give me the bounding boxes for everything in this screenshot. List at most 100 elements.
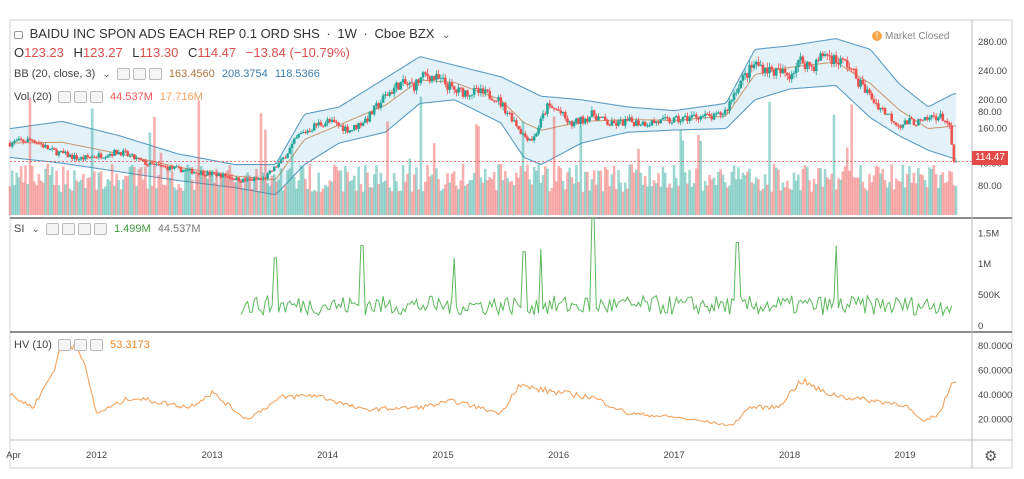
hv-label[interactable]: HV (10): [14, 339, 52, 351]
volume-bar: [790, 189, 794, 215]
close-icon[interactable]: [77, 223, 91, 236]
candle-body: [579, 116, 583, 125]
volume-bar: [552, 116, 556, 215]
volume-bar: [885, 187, 889, 215]
vol-label[interactable]: Vol (20): [14, 91, 52, 103]
volume-bar: [839, 179, 842, 215]
candle-body: [694, 114, 698, 118]
candle-body: [228, 176, 232, 179]
candle-body: [375, 103, 378, 106]
candle-body: [803, 63, 807, 70]
candle-body: [857, 78, 860, 87]
candle-body: [843, 59, 847, 61]
candle-body: [366, 118, 369, 122]
volume-bar: [692, 182, 696, 215]
candle-body: [663, 117, 667, 119]
symbol-dropdown-icon[interactable]: [14, 30, 23, 39]
candle-body: [726, 109, 729, 111]
settings-icon[interactable]: [73, 91, 87, 104]
candle-body: [674, 116, 678, 118]
candle-body: [539, 118, 543, 128]
volume-bar: [872, 175, 876, 215]
si-legend[interactable]: SI ⌄ 1.499M 44.537M: [14, 223, 201, 236]
candle-body: [110, 153, 114, 156]
candle-body: [863, 84, 867, 93]
eye-icon[interactable]: [57, 339, 71, 352]
candle-body: [241, 178, 245, 183]
candle-body: [53, 147, 56, 150]
volume-bar: [781, 182, 785, 215]
volume-bar: [828, 179, 831, 215]
vol-legend[interactable]: Vol (20) 44.537M 17.716M: [14, 91, 203, 104]
volume-bar: [606, 169, 609, 215]
volume-bar: [917, 167, 920, 215]
candle-body: [941, 113, 945, 121]
si-value-1: 1.499M: [113, 223, 151, 235]
volume-bar: [663, 172, 667, 215]
eye-icon[interactable]: [45, 223, 59, 236]
volume-bar: [768, 101, 771, 215]
bb-legend[interactable]: BB (20, close, 3) ⌄ 163.4560 208.3754 11…: [14, 68, 320, 81]
volume-bar: [219, 174, 223, 215]
bb-label[interactable]: BB (20, close, 3): [14, 68, 96, 80]
close-icon[interactable]: [89, 339, 103, 352]
candle-body: [130, 154, 134, 156]
volume-bar: [306, 188, 309, 215]
volume-bar: [186, 164, 189, 215]
candle-body: [221, 173, 225, 178]
volume-bar: [950, 172, 953, 215]
price-tick-label: 200.00: [978, 95, 1007, 106]
volume-bar: [495, 190, 498, 215]
settings-icon[interactable]: [132, 68, 146, 81]
volume-bar: [370, 187, 374, 215]
candle-body: [865, 89, 869, 93]
price-tick-label: 160.00: [978, 124, 1007, 135]
si-label[interactable]: SI: [14, 223, 25, 235]
eye-icon[interactable]: [116, 68, 130, 81]
candle-body: [939, 113, 942, 118]
candle-body: [35, 142, 38, 144]
candle-body: [344, 126, 347, 132]
volume-bar: [674, 178, 678, 215]
volume-bar: [390, 191, 394, 215]
volume-bar: [48, 175, 52, 215]
candle-body: [701, 116, 705, 118]
chevron-down-icon[interactable]: ⌄: [442, 30, 451, 41]
close-icon[interactable]: [89, 91, 103, 104]
settings-icon[interactable]: [61, 223, 75, 236]
candle-body: [359, 123, 363, 126]
close-icon[interactable]: [148, 68, 162, 81]
eye-icon[interactable]: [57, 91, 71, 104]
volume-bar: [714, 185, 718, 215]
candle-body: [708, 114, 711, 117]
hv-legend[interactable]: HV (10) 53.3173: [14, 339, 150, 352]
symbol-name[interactable]: BAIDU INC SPON ADS EACH REP 0.1 ORD SHS: [29, 26, 320, 41]
candle-body: [115, 149, 118, 155]
candle-body: [783, 69, 787, 73]
candle-body: [917, 119, 920, 126]
volume-bar: [628, 164, 631, 215]
volume-bar: [519, 166, 523, 215]
volume-bar: [652, 180, 656, 215]
volume-bar: [261, 172, 265, 215]
chevron-down-icon[interactable]: ⌄: [31, 224, 40, 235]
volume-bar: [246, 172, 249, 215]
candle-body: [224, 173, 227, 177]
candle-body: [159, 165, 163, 167]
volume-bar: [128, 166, 132, 215]
candle-body: [621, 119, 625, 126]
settings-icon[interactable]: [73, 339, 87, 352]
candle-body: [943, 120, 947, 122]
interval-label[interactable]: 1W: [337, 26, 357, 41]
symbol-header[interactable]: BAIDU INC SPON ADS EACH REP 0.1 ORD SHS …: [14, 26, 450, 41]
candle-body: [270, 170, 274, 172]
more-icon[interactable]: [93, 223, 107, 236]
candle-body: [339, 125, 343, 127]
candle-body: [932, 115, 936, 117]
candle-body: [541, 113, 545, 119]
market-status[interactable]: ! Market Closed: [872, 31, 949, 42]
chevron-down-icon[interactable]: ⌄: [102, 69, 111, 80]
gear-icon[interactable]: ⚙: [984, 448, 998, 465]
candle-body: [101, 157, 105, 159]
